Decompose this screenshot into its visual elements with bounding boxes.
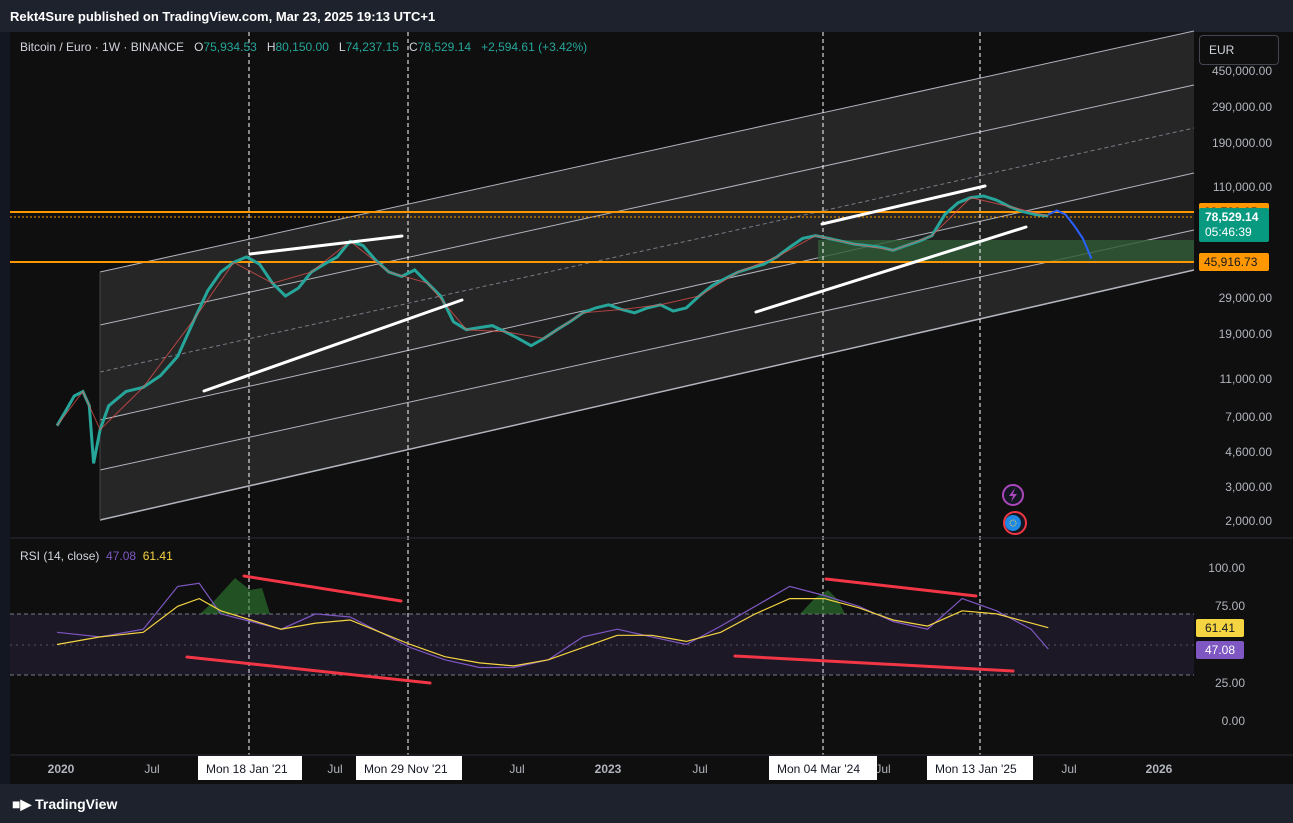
- close-label: C: [408, 40, 418, 54]
- rsi-legend: RSI (14, close) 47.08 61.41: [20, 549, 173, 563]
- date-label-2: Mon 29 Nov '21: [356, 756, 462, 780]
- published-text: Rekt4Sure published on TradingView.com, …: [10, 9, 436, 24]
- trendline-bottom-1: [202, 298, 464, 393]
- price-label-last: 78,529.14 05:46:39: [1199, 208, 1269, 242]
- rsi-div-bottom-2: [733, 654, 1015, 673]
- rsi-band: [10, 614, 1194, 675]
- price-axis-ticks: 450,000.00 290,000.00 190,000.00 110,000.00…: [1212, 64, 1272, 528]
- brand-text: TradingView: [35, 796, 118, 812]
- open-label: O: [194, 40, 204, 54]
- price-tick-label: 19,000.00: [1219, 327, 1273, 341]
- tradingview-logo: ■▶ TradingView: [12, 796, 117, 813]
- rsi-pane: [10, 574, 1194, 685]
- price-tick-label: 7,000.00: [1225, 410, 1272, 424]
- rsi-legend-value: 47.08: [106, 549, 137, 563]
- rsi-tick-label: 25.00: [1215, 676, 1245, 690]
- support-zone: [818, 240, 1194, 262]
- rsi-divergence-lines: [185, 574, 1015, 685]
- price-tick-label: 290,000.00: [1212, 100, 1272, 114]
- symbol-text: Bitcoin / Euro · 1W · BINANCE: [20, 40, 185, 54]
- price-tick-label: 110,000.00: [1213, 180, 1272, 194]
- currency-button[interactable]: EUR: [1199, 35, 1279, 65]
- trendline-bottom-2: [754, 225, 1028, 314]
- time-tick-label: Jul: [692, 762, 707, 776]
- lightning-icon[interactable]: [1002, 484, 1024, 506]
- rsi-legend-ma: 61.41: [142, 549, 173, 563]
- publish-header: Rekt4Sure published on TradingView.com, …: [0, 0, 1293, 32]
- low-value: 74,237.15: [345, 40, 399, 54]
- channel-line-5: [99, 229, 1195, 471]
- date-label-1-text: Mon 18 Jan '21: [206, 762, 288, 776]
- channel-line-6: [99, 269, 1195, 521]
- channel-line-2: [99, 84, 1195, 326]
- rsi-ma-label: 61.41: [1196, 619, 1244, 637]
- trendline-top-1: [248, 234, 404, 256]
- change-value: +2,594.61 (+3.42%): [481, 40, 588, 54]
- date-markers: [248, 32, 981, 755]
- date-label-3-text: Mon 04 Mar '24: [777, 762, 860, 776]
- date-label-3: Mon 04 Mar '24: [769, 756, 877, 780]
- footer-bar: ■▶ TradingView: [0, 784, 1293, 823]
- price-tick-label: 29,000.00: [1219, 291, 1273, 305]
- price-tick-label: 11,000.00: [1220, 372, 1273, 386]
- channel-band-lower: [100, 230, 1194, 520]
- time-tick-label: Jul: [509, 762, 524, 776]
- trendline-top-2: [820, 184, 987, 226]
- rsi-label-text: 47.08: [1205, 643, 1235, 657]
- price-tick-label: 2,000.00: [1225, 514, 1272, 528]
- rsi-div-bottom-1: [185, 655, 432, 685]
- rsi-div-top-2: [824, 577, 978, 598]
- channel-line-3: [99, 127, 1195, 373]
- high-value: 80,150.00: [275, 40, 329, 54]
- regression-channel: [99, 30, 1195, 521]
- price-tick-label: 450,000.00: [1212, 64, 1272, 78]
- countdown-text: 05:46:39: [1205, 225, 1252, 239]
- close-value: 78,529.14: [417, 40, 472, 54]
- rsi-tick-label: 75.00: [1215, 599, 1245, 613]
- open-value: 75,934.53: [203, 40, 257, 54]
- tv-logo-icon: ■▶: [12, 796, 36, 812]
- trendlines: [202, 184, 1028, 393]
- channel-line-1: [99, 30, 1195, 273]
- channel-band-upper: [100, 31, 1194, 420]
- date-label-4: Mon 13 Jan '25: [927, 756, 1033, 780]
- rsi-tick-label: 0.00: [1222, 714, 1246, 728]
- rsi-overbought-fill-1: [200, 578, 270, 614]
- time-tick-label: 2020: [48, 762, 75, 776]
- rsi-ma-label-text: 61.41: [1205, 621, 1235, 635]
- high-label: H: [266, 40, 276, 54]
- price-series-highlight: [56, 197, 1049, 431]
- price-label-lower-text: 45,916.73: [1204, 255, 1258, 269]
- rsi-tick-label: 100.00: [1208, 561, 1245, 575]
- date-label-2-text: Mon 29 Nov '21: [364, 762, 448, 776]
- rsi-ma-line: [56, 597, 1049, 667]
- time-tick-label: 2023: [595, 762, 622, 776]
- time-tick-label: Jul: [1061, 762, 1076, 776]
- time-tick-label: Jul: [144, 762, 159, 776]
- date-label-1: Mon 18 Jan '21: [198, 756, 302, 780]
- channel-line-4: [99, 172, 1195, 421]
- low-label: L: [338, 40, 346, 54]
- rsi-div-top-1: [242, 574, 403, 603]
- date-label-4-text: Mon 13 Jan '25: [935, 762, 1017, 776]
- rsi-overbought-fill-2: [800, 590, 845, 614]
- projection-path: [1047, 209, 1093, 260]
- time-axis-ticks: 2020 Jul Jul Jul 2023 Jul Jul Jul 2026: [48, 762, 1173, 776]
- chart-legend: Bitcoin / Euro · 1W · BINANCE O75,934.53…: [20, 40, 587, 54]
- price-tick-label: 190,000.00: [1212, 136, 1272, 150]
- rsi-axis-ticks: 100.00 75.00 25.00 0.00: [1208, 561, 1245, 728]
- price-tick-label: 4,600.00: [1225, 445, 1272, 459]
- time-tick-label: Jul: [875, 762, 890, 776]
- rsi-legend-label: RSI (14, close): [20, 549, 100, 563]
- price-tick-label: 3,000.00: [1225, 480, 1272, 494]
- flag-icon[interactable]: [1003, 511, 1027, 535]
- time-tick-label: Jul: [327, 762, 342, 776]
- rsi-label: 47.08: [1196, 641, 1244, 659]
- price-label-lower: 45,916.73: [1199, 253, 1269, 271]
- time-tick-label: 2026: [1146, 762, 1173, 776]
- price-label-last-text: 78,529.14: [1205, 210, 1259, 224]
